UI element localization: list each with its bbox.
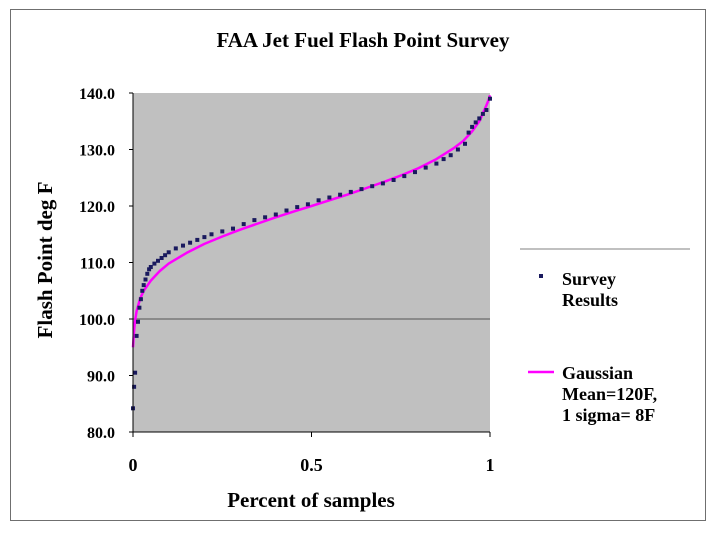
survey-point [448, 153, 453, 158]
survey-point [202, 235, 207, 240]
survey-point [295, 205, 300, 210]
legend-label-gaussian: Mean=120F, [562, 384, 657, 404]
survey-point [132, 384, 137, 389]
survey-point [137, 305, 142, 310]
y-axis-ticks [129, 92, 133, 433]
survey-point [466, 130, 471, 135]
survey-point [156, 258, 160, 263]
survey-point [133, 370, 138, 375]
survey-point [305, 202, 310, 207]
x-axis-label: Percent of samples [227, 488, 395, 512]
chart-title: FAA Jet Fuel Flash Point Survey [216, 28, 510, 52]
survey-point [434, 161, 439, 166]
survey-point [338, 192, 343, 197]
survey-point [477, 116, 482, 121]
survey-points-group [131, 96, 492, 411]
x-tick-label: 0.5 [300, 455, 323, 475]
survey-point [370, 184, 375, 189]
legend-label-survey: Results [562, 290, 618, 310]
survey-point [188, 240, 193, 245]
y-axis-label: Flash Point deg F [33, 182, 57, 339]
y-tick-label: 90.0 [87, 369, 115, 386]
gaussian-curve-group [131, 94, 492, 348]
survey-point [391, 178, 396, 182]
survey-point [195, 237, 200, 242]
survey-point [134, 333, 139, 338]
survey-point [380, 181, 385, 186]
survey-point [463, 141, 467, 146]
y-tick-label: 100.0 [79, 312, 115, 329]
survey-point [455, 147, 460, 152]
x-axis-ticks [132, 432, 491, 437]
survey-point [209, 232, 214, 237]
y-axis-tick-labels: 80.0 90.0 100.0 110.0 120.0 130.0 140.0 [79, 86, 115, 442]
survey-point [327, 195, 332, 200]
survey-point [488, 96, 492, 101]
x-tick-label: 0 [129, 455, 138, 475]
survey-point [241, 222, 246, 227]
x-tick-label: 1 [486, 455, 495, 475]
survey-point [441, 157, 446, 162]
legend-label-gaussian: Gaussian [562, 363, 633, 383]
survey-point [263, 215, 268, 220]
survey-point [147, 267, 152, 272]
survey-point [252, 218, 257, 223]
survey-point [220, 229, 225, 234]
survey-point [181, 243, 185, 248]
survey-point [413, 170, 417, 175]
survey-point [140, 288, 145, 293]
survey-point [231, 226, 235, 231]
survey-point [480, 111, 485, 116]
survey-point [145, 271, 150, 276]
survey-point [348, 189, 353, 194]
survey-point [359, 187, 364, 192]
x-axis-tick-labels: 0 0.5 1 [129, 455, 495, 475]
survey-point [143, 277, 148, 282]
y-tick-label: 120.0 [79, 199, 115, 216]
survey-point [152, 261, 157, 266]
survey-point [163, 253, 168, 258]
survey-point [148, 265, 153, 269]
survey-point [138, 297, 143, 302]
y-tick-label: 110.0 [80, 256, 115, 273]
survey-point [273, 212, 278, 217]
survey-point [136, 319, 140, 324]
y-tick-label: 80.0 [87, 425, 115, 442]
survey-point [402, 174, 407, 179]
survey-point [484, 108, 489, 112]
y-tick-label: 130.0 [79, 143, 115, 160]
legend-label-survey: Survey [562, 269, 616, 289]
survey-point [141, 283, 146, 288]
y-tick-label: 140.0 [79, 86, 115, 103]
legend-marker-survey [539, 274, 543, 278]
survey-point [423, 165, 428, 170]
survey-point [159, 256, 164, 260]
survey-point [473, 120, 478, 125]
survey-point [173, 246, 178, 251]
survey-point [316, 198, 321, 203]
legend-label-gaussian: 1 sigma= 8F [562, 405, 655, 425]
gaussian-curve [131, 94, 492, 348]
survey-point [166, 250, 171, 255]
plot-area [133, 93, 490, 432]
survey-point [284, 208, 289, 213]
survey-point [470, 124, 475, 129]
